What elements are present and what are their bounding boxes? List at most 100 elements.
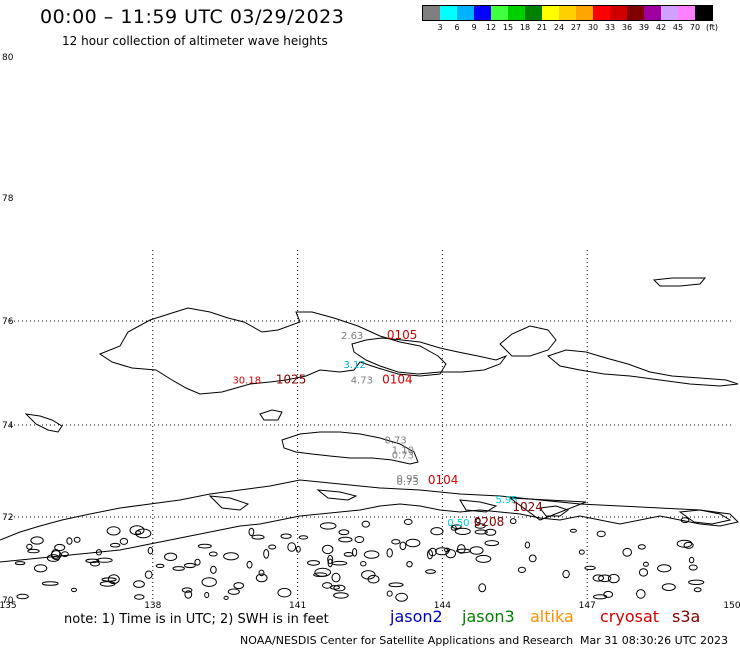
credit-line: NOAA/NESDIS Center for Satellite Applica… xyxy=(240,634,574,647)
lake xyxy=(528,554,537,563)
lake xyxy=(360,561,367,567)
lake xyxy=(155,563,165,569)
lake xyxy=(388,582,404,588)
observation-label: 5.95 xyxy=(495,495,517,506)
lake xyxy=(251,534,265,540)
lake xyxy=(484,540,500,547)
lake xyxy=(403,518,413,526)
lake xyxy=(638,568,649,577)
observation-label: 30.18 xyxy=(232,375,261,386)
observation-label: 2.63 xyxy=(341,331,363,342)
scale-swatch xyxy=(508,6,525,20)
lake xyxy=(386,590,393,597)
lake xyxy=(96,557,113,563)
lake xyxy=(329,585,340,590)
lake xyxy=(210,565,217,574)
observation-label: 0.73 xyxy=(384,435,406,446)
latitude-label: 74 xyxy=(2,421,14,431)
lake xyxy=(524,541,531,549)
observation-label: 0104 xyxy=(428,473,459,487)
lake xyxy=(208,551,218,557)
lake xyxy=(391,539,401,545)
lake xyxy=(406,561,413,568)
scale-label: 18 xyxy=(519,23,531,32)
longitude-label: 138 xyxy=(144,601,161,611)
lake xyxy=(596,530,606,538)
observation-label: 3.12 xyxy=(343,360,365,371)
lake xyxy=(352,548,358,557)
lake xyxy=(427,549,433,560)
lake xyxy=(184,562,196,569)
color-scale-boxes xyxy=(422,5,713,21)
lake xyxy=(509,518,517,525)
track-cryosat xyxy=(508,497,587,521)
lake xyxy=(363,550,380,559)
lake xyxy=(201,577,217,587)
scale-swatch xyxy=(593,6,610,20)
lake xyxy=(683,541,694,549)
scale-label: (ft) xyxy=(705,23,719,32)
lake xyxy=(688,556,695,564)
coastline-east-1 xyxy=(499,325,557,357)
lake xyxy=(450,524,457,531)
scale-label: 39 xyxy=(638,23,650,32)
lake xyxy=(85,558,100,563)
observation-label: 1024 xyxy=(512,500,543,514)
lake xyxy=(584,565,596,571)
coastlines xyxy=(0,277,739,602)
lake xyxy=(164,552,178,561)
observation-label: 0.73 xyxy=(392,451,414,462)
lake xyxy=(172,566,185,571)
units-note: note: 1) Time is in UTC; 2) SWH is in fe… xyxy=(64,612,329,627)
observation-label: 0105 xyxy=(387,328,418,342)
observation-label: 0104 xyxy=(382,372,413,386)
lake xyxy=(197,543,212,549)
scale-swatch xyxy=(491,6,508,20)
lake xyxy=(295,545,301,553)
coastline-island-east xyxy=(351,337,508,375)
coastline-main-islands xyxy=(98,307,447,395)
scale-swatch xyxy=(678,6,695,20)
lake xyxy=(110,542,121,548)
map-subtitle: 12 hour collection of altimeter wave hei… xyxy=(62,34,328,48)
scale-swatch xyxy=(576,6,593,20)
color-scale-labels: 3 6 9 12 15 18 21 24 27 30 33 36 39 42 45 70 (ft) xyxy=(422,21,718,33)
observation-label: 4.73 xyxy=(351,375,373,386)
latitude-labels: 80 78 76 74 72 70 xyxy=(2,53,14,606)
lake xyxy=(144,570,153,579)
lake xyxy=(134,594,145,600)
lake xyxy=(592,574,604,582)
lake xyxy=(268,544,277,550)
observation-label: 1025 xyxy=(276,372,307,386)
lake xyxy=(327,558,333,568)
lake xyxy=(27,548,40,554)
lake xyxy=(474,529,488,535)
lake xyxy=(71,587,77,593)
satellite-legend-item: altika xyxy=(530,607,574,626)
lake xyxy=(322,544,334,555)
lake xyxy=(119,537,129,545)
lake xyxy=(277,587,292,598)
lake xyxy=(405,538,421,548)
scale-swatch xyxy=(542,6,559,20)
lake xyxy=(26,543,33,550)
longitude-labels: 135 138 141 144 147 150 xyxy=(0,601,740,611)
lake xyxy=(319,522,337,530)
lake xyxy=(313,572,328,578)
lake xyxy=(636,589,646,599)
lake xyxy=(246,560,253,569)
scale-swatch xyxy=(559,6,576,20)
scale-label: 24 xyxy=(553,23,565,32)
lake xyxy=(354,536,365,543)
scale-label: 12 xyxy=(485,23,497,32)
lake xyxy=(680,517,690,523)
latitude-label: 72 xyxy=(2,513,13,523)
lake xyxy=(331,560,348,566)
lake xyxy=(90,561,100,567)
scale-swatch xyxy=(423,6,440,20)
lake xyxy=(227,588,240,595)
lake xyxy=(475,518,481,524)
latitude-label: 80 xyxy=(2,53,14,63)
lake xyxy=(425,569,436,574)
satellite-legend-item: cryosat xyxy=(600,607,660,626)
